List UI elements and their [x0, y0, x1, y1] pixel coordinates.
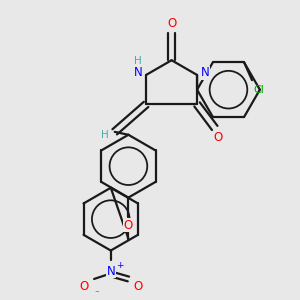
Text: +: +: [116, 261, 123, 270]
Text: O: O: [134, 280, 143, 293]
Text: N: N: [200, 67, 209, 80]
Text: O: O: [213, 131, 222, 144]
Text: Cl: Cl: [254, 85, 264, 95]
Text: O: O: [80, 280, 89, 293]
Text: ⁻: ⁻: [95, 289, 99, 298]
Text: O: O: [124, 218, 133, 232]
Text: N: N: [106, 265, 115, 278]
Text: O: O: [167, 17, 176, 30]
Text: H: H: [134, 56, 142, 66]
Text: N: N: [134, 67, 142, 80]
Text: H: H: [101, 130, 109, 140]
